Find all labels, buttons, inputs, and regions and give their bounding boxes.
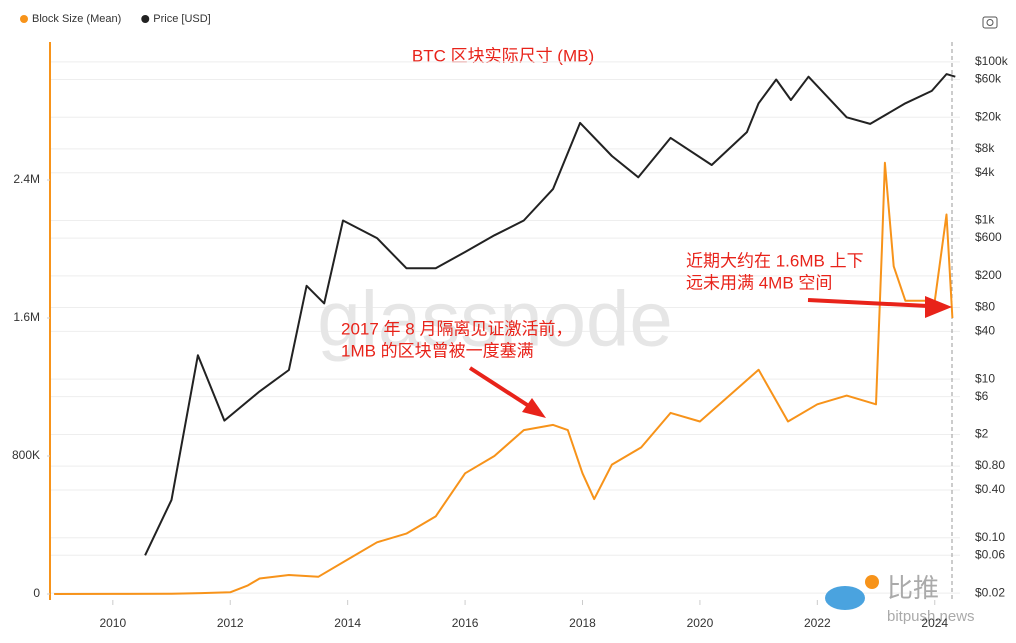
y2-tick-label: $200 [975, 268, 1002, 282]
x-tick-label: 2022 [804, 616, 831, 630]
x-tick-label: 2012 [217, 616, 244, 630]
y2-tick-label: $4k [975, 165, 995, 179]
y2-tick-label: $100k [975, 54, 1009, 68]
arrowhead [925, 296, 952, 318]
y2-tick-label: $8k [975, 141, 995, 155]
y2-tick-label: $10 [975, 371, 995, 385]
arrowhead [522, 398, 546, 418]
chart-title: BTC 区块实际尺寸 (MB) [412, 46, 594, 65]
legend-label: Block Size (Mean) [32, 13, 121, 25]
y2-tick-label: $20k [975, 109, 1002, 123]
y2-tick-label: $6 [975, 389, 989, 403]
x-tick-label: 2020 [687, 616, 714, 630]
x-tick-label: 2024 [921, 616, 948, 630]
y2-tick-label: $0.40 [975, 482, 1005, 496]
logo: 比推 bitpush.news [825, 573, 975, 625]
y2-tick-label: $2 [975, 427, 989, 441]
y2-tick-label: $0.80 [975, 458, 1005, 472]
annotation: 近期大约在 1.6MB 上下 [686, 251, 864, 270]
series-line [54, 161, 954, 595]
y2-tick-label: $60k [975, 72, 1002, 86]
arrow [468, 366, 537, 412]
y2-tick-label: $1k [975, 213, 995, 227]
x-tick-label: 2018 [569, 616, 596, 630]
legend-swatch [20, 15, 28, 23]
y2-tick-label: $80 [975, 300, 995, 314]
legend-swatch [141, 15, 150, 23]
y2-tick-label: $0.10 [975, 530, 1005, 544]
y2-tick-label: $0.06 [975, 547, 1005, 561]
x-tick-label: 2016 [452, 616, 479, 630]
legend-label: Price [USD] [153, 13, 210, 25]
annotation: 2017 年 8 月隔离见证激活前， [341, 319, 572, 338]
y-tick-label: 800K [12, 448, 40, 462]
y-tick-label: 0 [33, 586, 40, 600]
logo-cn: 比推 [887, 573, 939, 603]
logo-site: bitpush.news [887, 608, 975, 625]
y2-tick-label: $40 [975, 324, 995, 338]
camera-icon[interactable] [982, 16, 998, 29]
annotation: 1MB 的区块曾被一度塞满 [341, 341, 534, 360]
watermark: glassnode [317, 275, 673, 363]
y-tick-label: 2.4M [13, 172, 40, 186]
x-tick-label: 2014 [334, 616, 361, 630]
y2-tick-label: $600 [975, 230, 1002, 244]
annotation: 远未用满 4MB 空间 [686, 273, 832, 292]
y2-tick-label: $0.02 [975, 585, 1005, 599]
arrow [807, 298, 929, 308]
x-tick-label: 2010 [99, 616, 126, 630]
series-line [144, 73, 956, 556]
y-tick-label: 1.6M [13, 310, 40, 324]
